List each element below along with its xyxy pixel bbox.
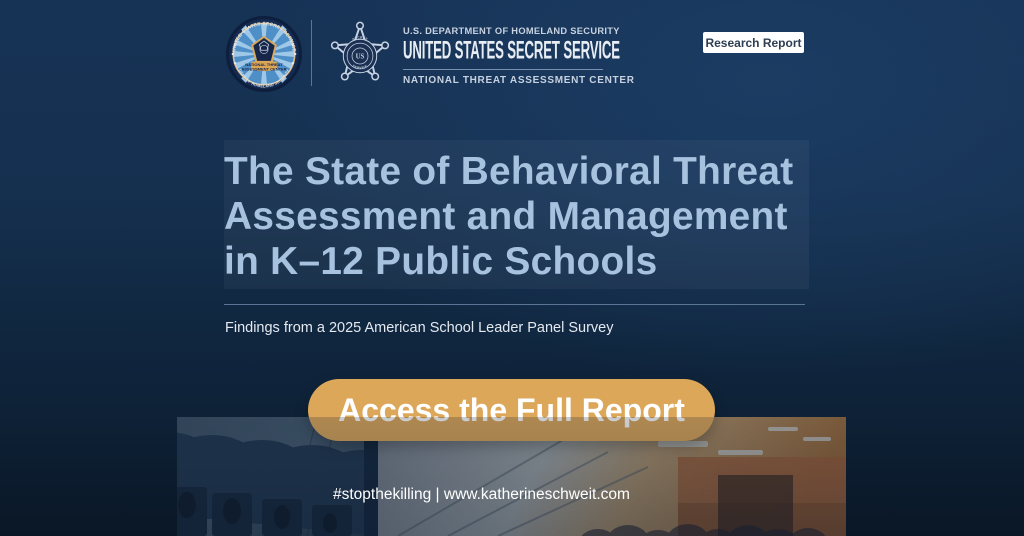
svg-text:US: US: [356, 53, 365, 60]
svg-text:ASSESSMENT CENTER: ASSESSMENT CENTER: [241, 66, 286, 71]
